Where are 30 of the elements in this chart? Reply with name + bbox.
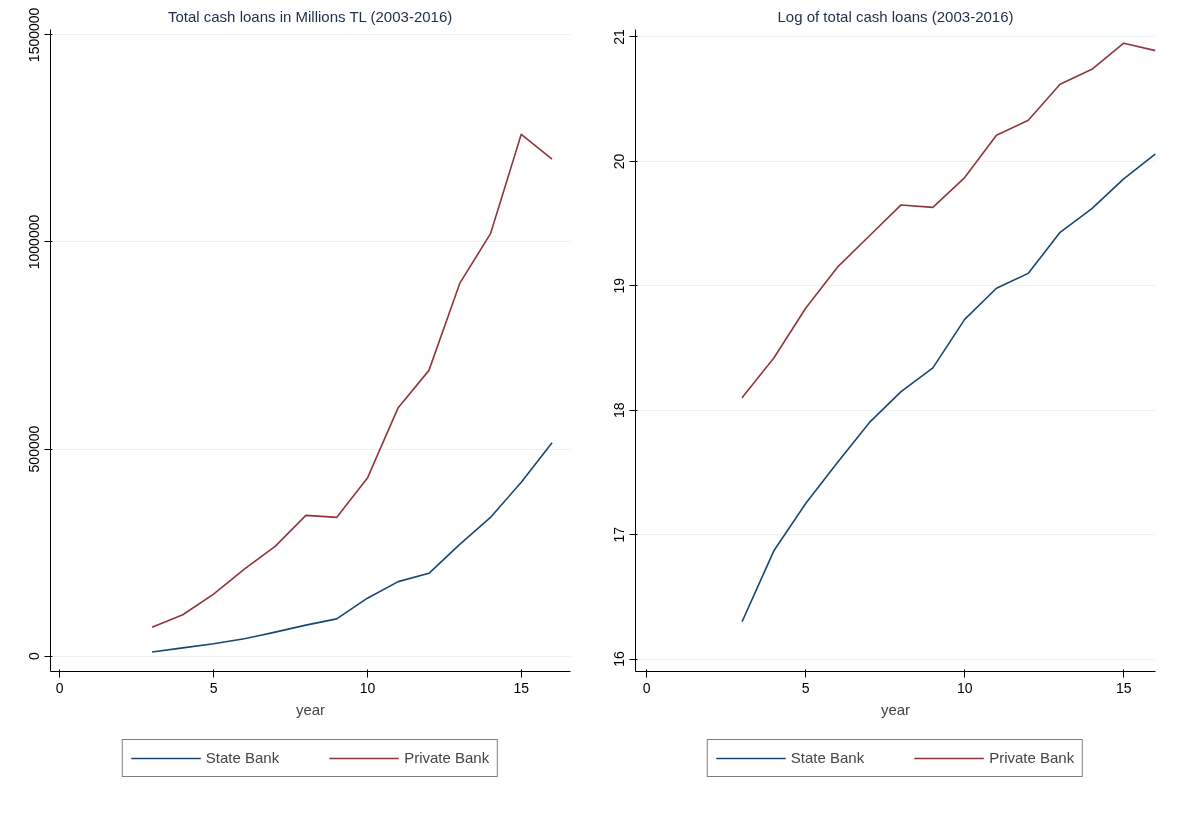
chart-title: Total cash loans in Millions TL (2003-2016) [167,7,453,25]
line-series [741,42,1156,399]
x-tick-label: 5 [801,679,810,696]
legend-label: State Bank [790,749,865,766]
legend-label: Private Bank [989,749,1075,766]
y-tick-label: 21 [611,28,628,45]
x-tick-label: 15 [513,679,530,696]
x-tick-label: 10 [956,679,973,696]
x-tick-label: 10 [359,679,376,696]
y-tick-label: 18 [611,402,628,419]
y-tick-label: 16 [611,651,628,667]
x-axis-title: year [295,700,326,718]
x-tick-label: 0 [642,679,651,696]
x-axis-title: year [880,700,911,718]
legend-label: State Bank [205,749,280,766]
y-tick-label: 500000 [26,425,43,473]
line-series [741,153,1156,623]
line-series [151,442,553,653]
legend-label: Private Bank [404,749,490,766]
y-tick-label: 1000000 [26,214,43,270]
line-series [151,133,553,628]
x-tick-label: 15 [1115,679,1132,696]
chart-title: Log of total cash loans (2003-2016) [777,7,1014,25]
y-tick-label: 17 [611,526,628,543]
y-tick-label: 0 [26,652,43,661]
x-tick-label: 5 [209,679,218,696]
y-tick-label: 19 [611,277,628,294]
y-tick-label: 1500000 [26,7,43,63]
y-tick-label: 20 [611,153,628,170]
x-tick-label: 0 [55,679,64,696]
